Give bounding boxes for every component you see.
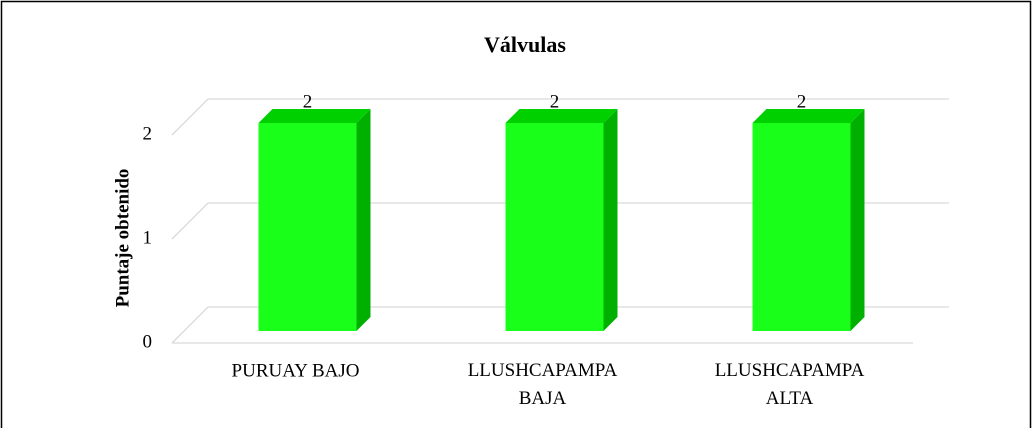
chart-title: Válvulas [484, 32, 566, 57]
value-label: 2 [303, 91, 313, 112]
value-label: 2 [550, 91, 560, 112]
grid-line [171, 98, 949, 136]
bar-side [356, 109, 371, 331]
bar-top [505, 109, 618, 123]
value-label: 2 [797, 91, 807, 112]
bar-side [850, 109, 865, 331]
bar-top [752, 109, 865, 123]
bar-top [258, 109, 371, 123]
y-tick-label: 1 [143, 227, 153, 248]
bar [258, 123, 357, 331]
x-tick-label: LLUSHCAPAMPA BAJA [468, 360, 618, 409]
grid-line [171, 202, 949, 240]
y-axis-label: Puntaje obtenido [112, 169, 133, 308]
grid-line [171, 306, 949, 344]
x-tick-label: PURUAY BAJO [232, 360, 360, 381]
y-tick-label: 0 [143, 331, 153, 352]
bar [505, 123, 604, 331]
x-tick-label: LLUSHCAPAMPA ALTA [715, 360, 865, 409]
bar-side [603, 109, 618, 331]
bar [752, 123, 851, 331]
y-tick-label: 2 [143, 123, 153, 144]
